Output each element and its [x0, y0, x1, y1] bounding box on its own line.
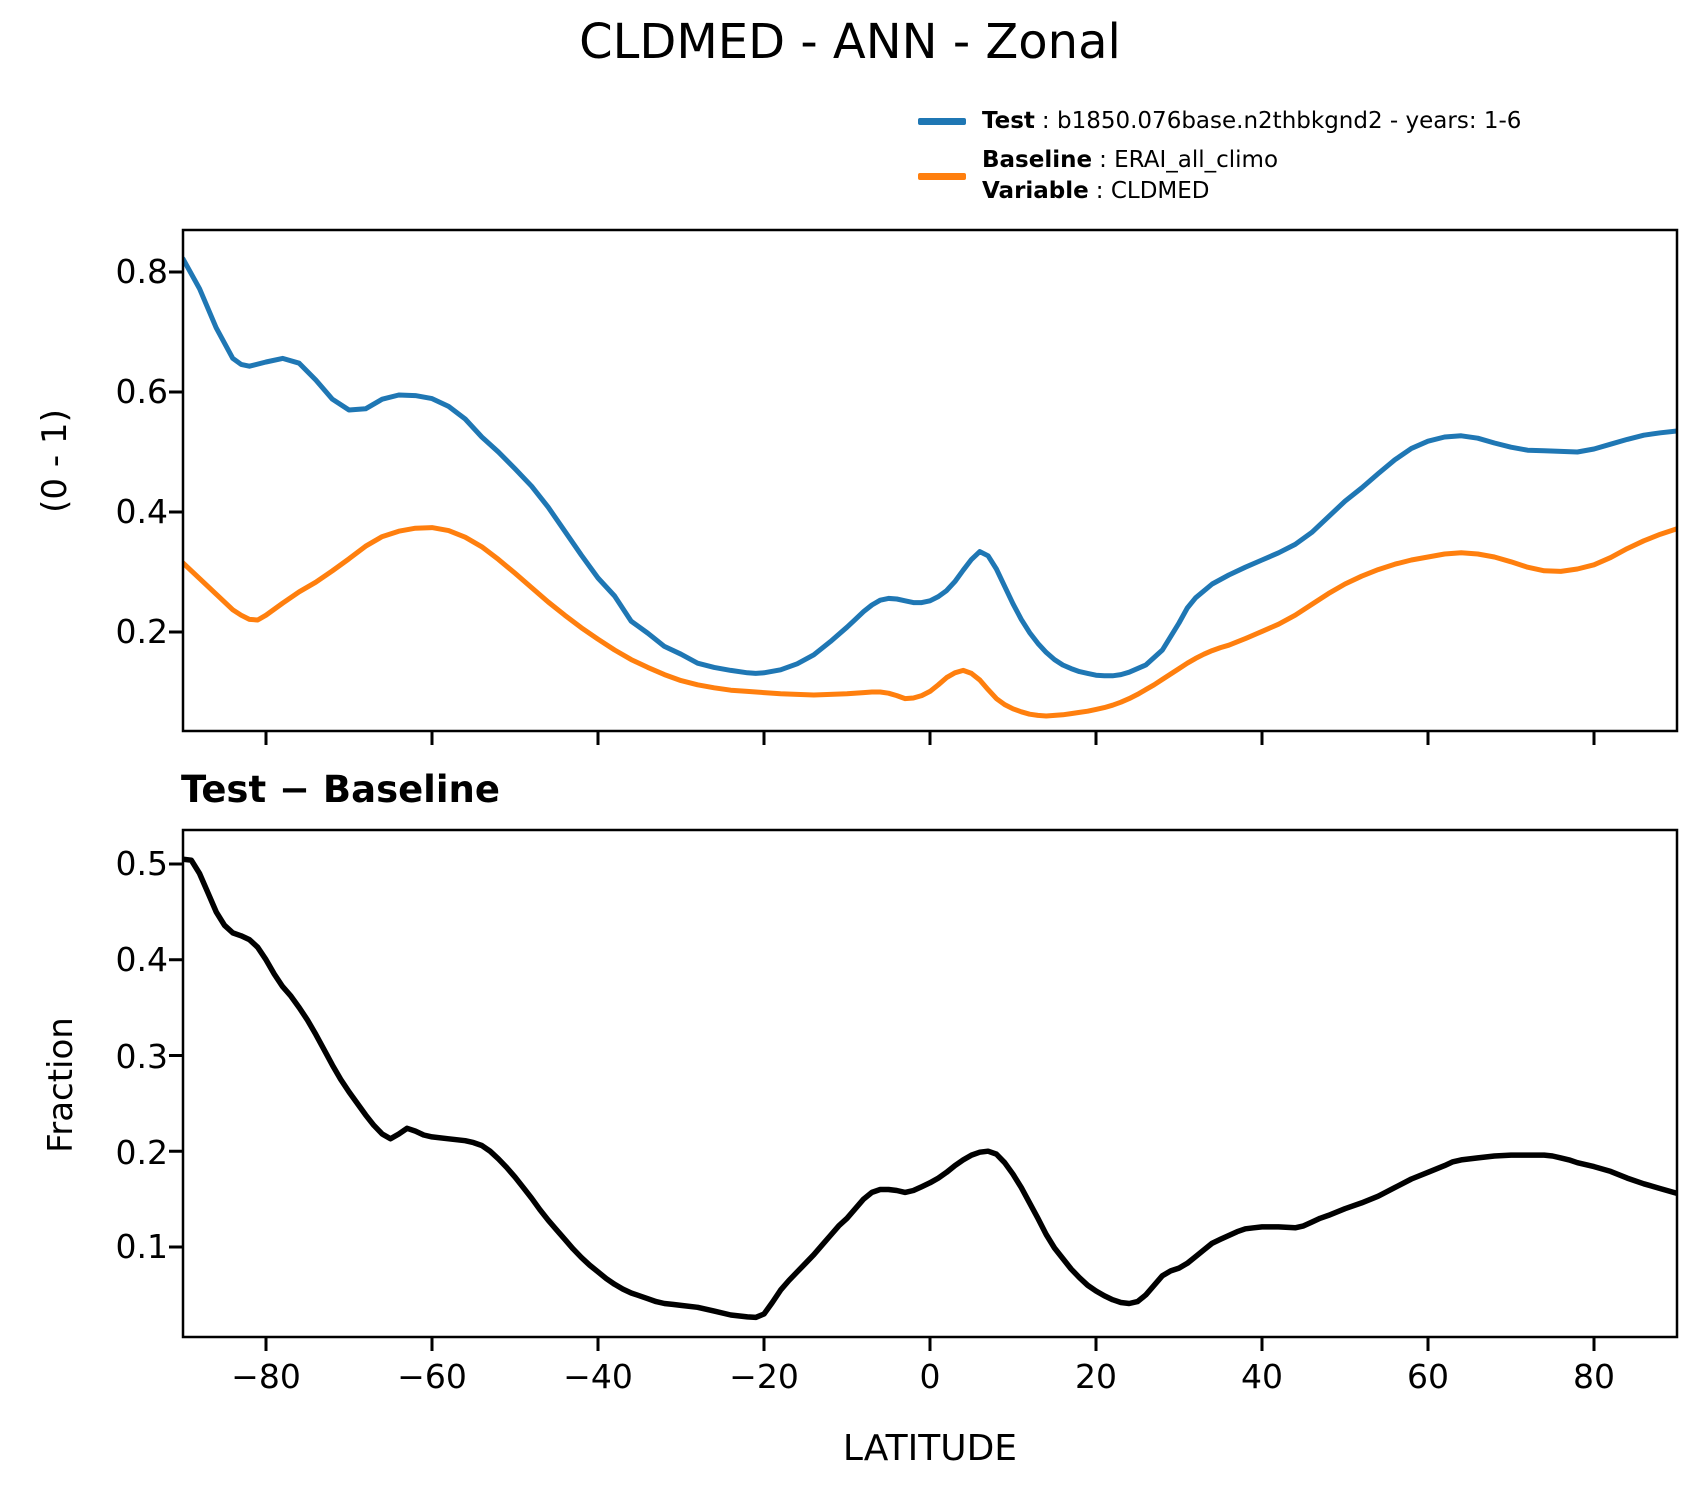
xtick-0: 0 — [919, 1357, 941, 1396]
difference-line — [183, 856, 1677, 1321]
legend-item-baseline: Baseline: ERAI_all_climo Variable: CLDME… — [918, 145, 1521, 207]
x-axis-label: LATITUDE — [842, 1428, 1018, 1469]
panel-0-frame — [181, 228, 1679, 733]
xtick--40: −40 — [563, 1357, 633, 1396]
difference-subtitle: Test − Baseline — [181, 768, 500, 811]
top-ytick-0.6: 0.6 — [115, 372, 168, 411]
test-line — [183, 256, 1677, 679]
legend-baseline-label: Baseline: ERAI_all_climo — [982, 145, 1278, 176]
baseline-line — [183, 525, 1677, 719]
panel-1-frame — [181, 828, 1679, 1339]
test-line-swatch — [918, 118, 966, 125]
bottom-ytick-0.2: 0.2 — [115, 1133, 168, 1172]
xtick-80: 80 — [1573, 1357, 1615, 1396]
legend-test-key: Test — [982, 108, 1035, 134]
top-ytick-0.2: 0.2 — [115, 612, 168, 651]
legend-variable-value: : CLDMED — [1095, 178, 1210, 204]
bottom-ytick-0.5: 0.5 — [115, 844, 168, 883]
legend-test-label: Test: b1850.076base.n2thbkgnd2 - years: … — [982, 106, 1521, 137]
legend-baseline-value: : ERAI_all_climo — [1099, 147, 1279, 173]
top-ytick-0.4: 0.4 — [115, 492, 168, 531]
bottom-ytick-0.1: 0.1 — [115, 1227, 168, 1266]
baseline-line-swatch — [918, 172, 966, 180]
legend: Test: b1850.076base.n2thbkgnd2 - years: … — [918, 106, 1521, 207]
legend-item-test: Test: b1850.076base.n2thbkgnd2 - years: … — [918, 106, 1521, 137]
legend-variable-label: Variable: CLDMED — [982, 176, 1278, 207]
xtick-40: 40 — [1241, 1357, 1283, 1396]
top-ytick-0.8: 0.8 — [115, 252, 168, 291]
chart-title: CLDMED - ANN - Zonal — [579, 14, 1121, 70]
legend-test-value: : b1850.076base.n2thbkgnd2 - years: 1-6 — [1041, 108, 1522, 134]
legend-variable-key: Variable — [982, 178, 1089, 204]
bottom-ytick-0.3: 0.3 — [115, 1037, 168, 1076]
legend-baseline-lines: Baseline: ERAI_all_climo Variable: CLDME… — [982, 145, 1278, 207]
xtick-20: 20 — [1075, 1357, 1117, 1396]
legend-baseline-key: Baseline — [982, 147, 1093, 173]
bottom-ytick-0.4: 0.4 — [115, 940, 168, 979]
xtick--20: −20 — [729, 1357, 799, 1396]
xtick--60: −60 — [397, 1357, 467, 1396]
xtick--80: −80 — [231, 1357, 301, 1396]
xtick-60: 60 — [1407, 1357, 1449, 1396]
